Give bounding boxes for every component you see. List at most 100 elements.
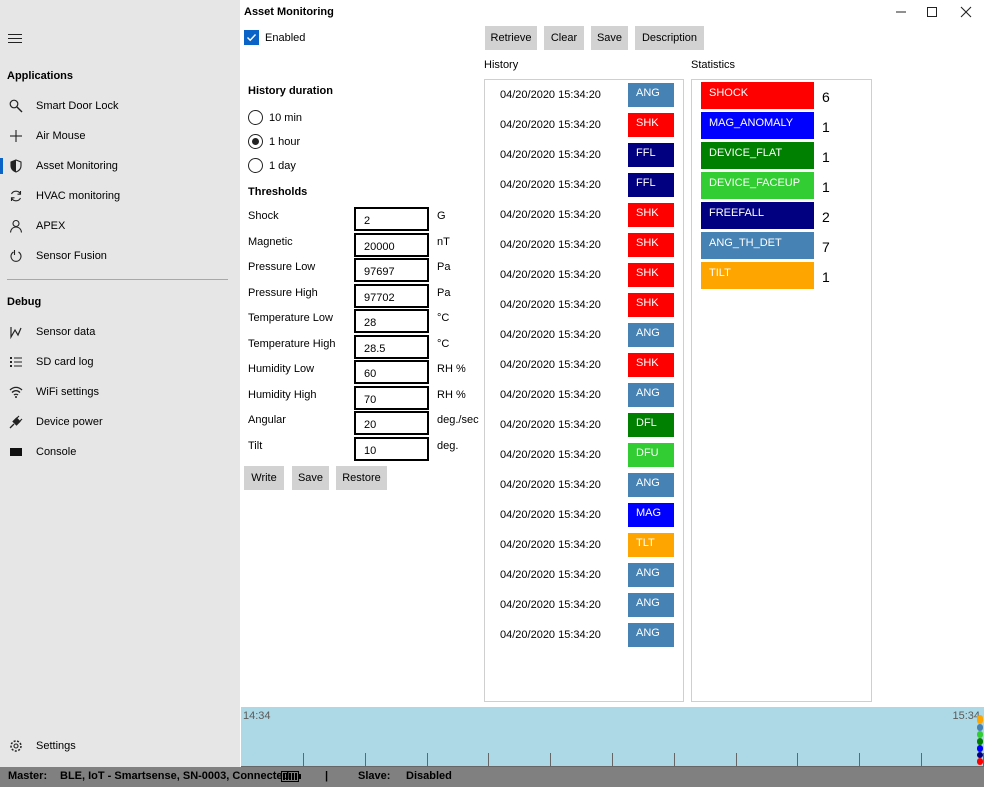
list-item[interactable]: 04/20/2020 15:34:20 MAG — [485, 500, 675, 530]
sidebar-item-sensor-fusion[interactable]: Sensor Fusion — [0, 242, 240, 270]
sidebar-item-label: SD card log — [36, 356, 94, 368]
threshold-input[interactable] — [354, 436, 429, 461]
sidebar-item-label: Sensor data — [36, 326, 96, 338]
threshold-input[interactable] — [354, 309, 429, 333]
list-item[interactable]: 04/20/2020 15:34:20 SHK — [485, 260, 675, 290]
radio-button[interactable] — [248, 158, 263, 173]
restore-button[interactable]: Restore — [336, 466, 387, 490]
maximize-icon[interactable] — [922, 2, 942, 22]
list-item[interactable]: 04/20/2020 15:34:20 SHK — [485, 290, 675, 320]
history-timestamp: 04/20/2020 15:34:20 — [500, 629, 601, 641]
list-item[interactable]: 04/20/2020 15:34:20 FFL — [485, 170, 675, 200]
threshold-input[interactable] — [354, 334, 429, 359]
sidebar-item-smart-door-lock[interactable]: Smart Door Lock — [0, 92, 240, 120]
history-timestamp: 04/20/2020 15:34:20 — [500, 569, 601, 581]
sidebar-item-device-power[interactable]: Device power — [0, 408, 240, 436]
timeline[interactable]: 14:34 15:34 — [241, 707, 984, 767]
radio-label: 1 hour — [269, 135, 301, 148]
threshold-input[interactable] — [354, 258, 429, 282]
sidebar-item-settings[interactable]: Settings — [0, 732, 240, 760]
list-item[interactable]: 04/20/2020 15:34:20 ANG — [485, 560, 675, 590]
sidebar-item-wifi-settings[interactable]: WiFi settings — [0, 378, 240, 406]
list-item[interactable]: 04/20/2020 15:34:20 SHK — [485, 350, 675, 380]
master-label: Master: — [8, 770, 48, 782]
list-item[interactable]: 04/20/2020 15:34:20 SHK — [485, 110, 675, 140]
stat-count: 1 — [822, 269, 830, 285]
radio-button-selected[interactable] — [248, 134, 263, 149]
timeline-start: 14:34 — [243, 710, 271, 722]
event-badge: SHK — [628, 263, 674, 287]
retrieve-button[interactable]: Retrieve — [485, 26, 537, 50]
threshold-label: Tilt — [248, 439, 263, 452]
event-badge: SHK — [628, 233, 674, 257]
radio-label: 10 min — [269, 111, 303, 124]
threshold-input[interactable] — [354, 360, 429, 384]
sidebar-item-label: Console — [36, 446, 77, 458]
sidebar-item-sd-card-log[interactable]: SD card log — [0, 348, 240, 376]
history-list[interactable]: 04/20/2020 15:34:20 ANG 04/20/2020 15:34:2… — [484, 79, 684, 702]
write-button[interactable]: Write — [244, 466, 284, 490]
list-item[interactable]: 04/20/2020 15:34:20 TLT — [485, 530, 675, 560]
sidebar-item-asset-monitoring[interactable]: Asset Monitoring — [0, 152, 240, 180]
threshold-unit: nT — [437, 235, 450, 248]
list-item[interactable]: 04/20/2020 15:34:20 DFU — [485, 440, 675, 470]
list-item[interactable]: 04/20/2020 15:34:20 ANG — [485, 590, 675, 620]
battery-icon — [281, 771, 301, 785]
list-item[interactable]: 04/20/2020 15:34:20 SHK — [485, 200, 675, 230]
sidebar-item-label: HVAC monitoring — [36, 190, 121, 202]
stat-row: SHOCK 6 — [701, 82, 871, 110]
console-icon — [8, 444, 24, 460]
radio-10-min[interactable]: 10 min — [248, 110, 302, 125]
stat-badge: TILT — [701, 262, 814, 289]
sidebar-item-apex[interactable]: APEX — [0, 212, 240, 240]
wifi-icon — [8, 384, 24, 400]
radio-1-hour[interactable]: 1 hour — [248, 134, 300, 149]
close-icon[interactable] — [956, 2, 976, 22]
description-button[interactable]: Description — [635, 26, 704, 50]
sidebar-item-air-mouse[interactable]: Air Mouse — [0, 122, 240, 150]
history-timestamp: 04/20/2020 15:34:20 — [500, 389, 601, 401]
enabled-checkbox[interactable]: Enabled — [244, 30, 305, 45]
threshold-input[interactable] — [354, 283, 429, 308]
status-separator: | — [325, 770, 329, 782]
list-item[interactable]: 04/20/2020 15:34:20 SHK — [485, 230, 675, 260]
history-timestamp: 04/20/2020 15:34:20 — [500, 89, 601, 101]
list-item[interactable]: 04/20/2020 15:34:20 ANG — [485, 620, 675, 650]
event-badge: FFL — [628, 173, 674, 197]
save-button[interactable]: Save — [591, 26, 628, 50]
radio-button[interactable] — [248, 110, 263, 125]
threshold-row: Temperature High °C — [248, 334, 488, 359]
threshold-input[interactable] — [354, 411, 429, 435]
list-item[interactable]: 04/20/2020 15:34:20 ANG — [485, 470, 675, 500]
list-item[interactable]: 04/20/2020 15:34:20 DFL — [485, 410, 675, 440]
timeline-tick — [426, 753, 428, 767]
list-item[interactable]: 04/20/2020 15:34:20 ANG — [485, 380, 675, 410]
timeline-tick — [550, 753, 552, 767]
sidebar-item-console[interactable]: Console — [0, 438, 240, 466]
stat-badge: MAG_ANOMALY — [701, 112, 814, 139]
timeline-tick — [859, 753, 861, 767]
clear-button[interactable]: Clear — [544, 26, 584, 50]
checkmark-icon[interactable] — [244, 30, 259, 45]
stat-row: FREEFALL 2 — [701, 202, 871, 230]
list-item[interactable]: 04/20/2020 15:34:20 ANG — [485, 80, 675, 110]
applications-heading: Applications — [7, 70, 74, 82]
history-timestamp: 04/20/2020 15:34:20 — [500, 599, 601, 611]
sidebar-item-hvac-monitoring[interactable]: HVAC monitoring — [0, 182, 240, 210]
sidebar-item-sensor-data[interactable]: Sensor data — [0, 318, 240, 346]
timeline-event-markers — [977, 715, 983, 765]
threshold-row: Humidity High RH % — [248, 385, 488, 410]
threshold-input[interactable] — [354, 385, 429, 410]
threshold-input[interactable] — [354, 232, 429, 257]
history-timestamp: 04/20/2020 15:34:20 — [500, 209, 601, 221]
radio-1-day[interactable]: 1 day — [248, 158, 296, 173]
stat-row: MAG_ANOMALY 1 — [701, 112, 871, 140]
history-timestamp: 04/20/2020 15:34:20 — [500, 329, 601, 341]
thresholds-save-button[interactable]: Save — [292, 466, 329, 490]
list-item[interactable]: 04/20/2020 15:34:20 ANG — [485, 320, 675, 350]
minimize-icon[interactable] — [891, 2, 911, 22]
list-item[interactable]: 04/20/2020 15:34:20 FFL — [485, 140, 675, 170]
threshold-input[interactable] — [354, 207, 429, 231]
hamburger-icon[interactable] — [8, 32, 22, 46]
stat-row: DEVICE_FLAT 1 — [701, 142, 871, 170]
